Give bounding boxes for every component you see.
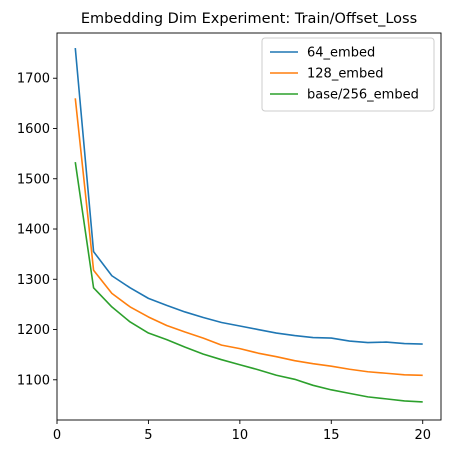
- y-tick-label: 1100: [17, 373, 50, 388]
- series-line-base-256-embed: [74, 162, 423, 403]
- legend-box: [261, 37, 435, 112]
- x-tick-label: 0: [53, 428, 61, 443]
- y-tick-label: 1500: [17, 172, 50, 187]
- x-tick-label: 20: [414, 428, 431, 443]
- legend-label: 128_embed: [307, 67, 383, 82]
- x-tick-label: 5: [144, 428, 152, 443]
- legend-label: base/256_embed: [307, 88, 419, 103]
- y-tick-label: 1200: [17, 323, 50, 338]
- x-axis: 0 5 10 15 20: [53, 420, 431, 443]
- x-tick-label: 15: [323, 428, 340, 443]
- y-tick-label: 1700: [17, 72, 50, 87]
- y-tick-label: 1300: [17, 273, 50, 288]
- series-layer: [74, 48, 423, 403]
- legend: 64_embed 128_embed base/256_embed: [261, 37, 435, 112]
- series-line-128-embed: [74, 98, 423, 377]
- series-line-64-embed: [74, 48, 423, 345]
- x-tick-label: 10: [232, 428, 249, 443]
- plot-frame: [56, 32, 442, 421]
- y-axis: 1100 1200 1300 1400 1500 1600 1700: [17, 72, 57, 388]
- legend-label: 64_embed: [307, 46, 375, 61]
- y-tick-label: 1600: [17, 122, 50, 137]
- y-tick-label: 1400: [17, 223, 50, 238]
- chart-title: Embedding Dim Experiment: Train/Offset_L…: [81, 11, 417, 27]
